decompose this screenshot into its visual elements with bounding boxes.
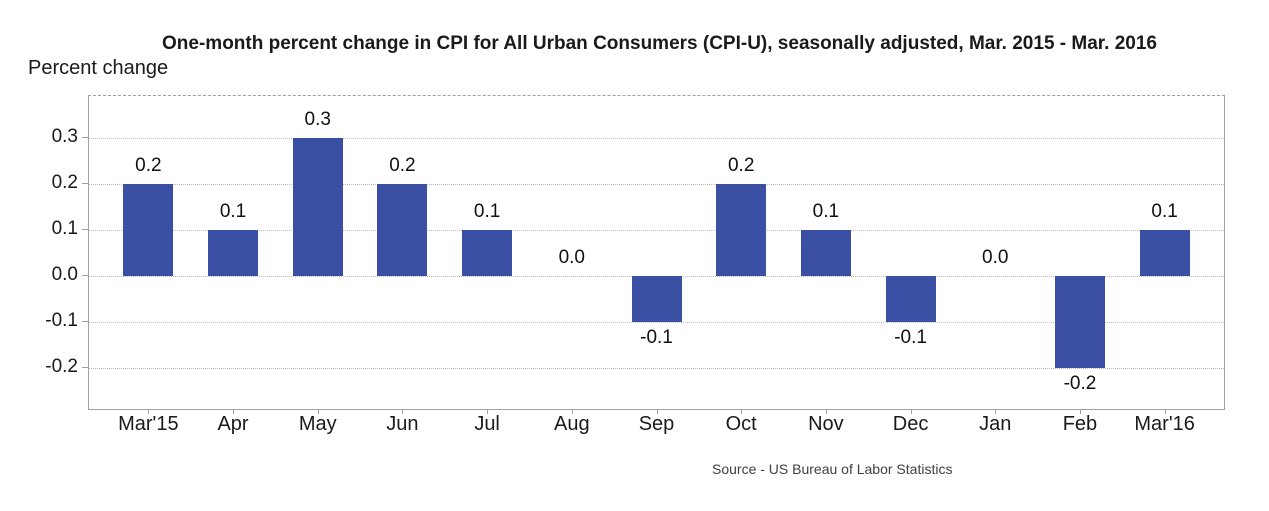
bar bbox=[208, 229, 259, 276]
x-tick-label: Apr bbox=[217, 413, 249, 435]
x-tick-mark bbox=[571, 410, 573, 414]
bar bbox=[1139, 229, 1190, 276]
bar-value-label: 0.3 bbox=[304, 108, 331, 130]
y-tick-mark bbox=[82, 228, 88, 230]
bar-value-label: 0.2 bbox=[135, 154, 162, 176]
y-tick-label: 0.0 bbox=[51, 263, 78, 285]
bar bbox=[1054, 275, 1105, 369]
x-tick-label: Dec bbox=[892, 413, 929, 435]
bar bbox=[716, 183, 767, 276]
y-tick-label: 0.3 bbox=[51, 125, 78, 147]
bar-value-label: 0.2 bbox=[389, 154, 416, 176]
x-tick-mark bbox=[317, 410, 319, 414]
chart-title: One-month percent change in CPI for All … bbox=[162, 33, 1157, 54]
x-tick-mark bbox=[1079, 410, 1081, 414]
x-tick-mark bbox=[148, 410, 150, 414]
x-tick-mark bbox=[402, 410, 404, 414]
bar bbox=[800, 229, 851, 276]
x-tick-mark bbox=[656, 410, 658, 414]
x-tick-mark bbox=[825, 410, 827, 414]
gridline bbox=[89, 183, 1224, 185]
x-tick-label: Mar'15 bbox=[118, 413, 179, 435]
bar-value-label: -0.2 bbox=[1063, 373, 1097, 395]
x-tick-label: Jan bbox=[979, 413, 1012, 435]
gridline bbox=[89, 368, 1224, 370]
x-tick-label: Mar'16 bbox=[1134, 413, 1195, 435]
y-tick-mark bbox=[82, 274, 88, 276]
x-tick-label: Feb bbox=[1062, 413, 1098, 435]
bar bbox=[292, 137, 343, 276]
y-tick-label: -0.1 bbox=[45, 310, 78, 331]
bar-value-label: 0.1 bbox=[219, 200, 247, 222]
y-axis-caption: Percent change bbox=[28, 57, 169, 79]
bar bbox=[631, 275, 682, 322]
x-tick-label: Jul bbox=[474, 413, 500, 435]
x-tick-mark bbox=[487, 410, 489, 414]
plot-area bbox=[88, 95, 1225, 410]
bar-value-label: 0.0 bbox=[982, 246, 1009, 268]
x-tick-label: Sep bbox=[638, 413, 675, 435]
bar-value-label: -0.1 bbox=[640, 327, 673, 348]
bar bbox=[462, 229, 513, 276]
bar-value-label: 0.1 bbox=[473, 200, 501, 222]
gridline bbox=[89, 322, 1224, 323]
x-tick-mark bbox=[741, 410, 743, 414]
x-tick-mark bbox=[910, 410, 912, 414]
bar-value-label: 0.2 bbox=[727, 154, 755, 176]
gridline bbox=[89, 229, 1224, 231]
bar bbox=[377, 183, 428, 276]
y-tick-mark bbox=[82, 367, 88, 369]
y-tick-label: 0.1 bbox=[51, 217, 78, 239]
bar bbox=[885, 275, 936, 322]
x-tick-label: Oct bbox=[725, 413, 757, 435]
y-tick-mark bbox=[82, 321, 88, 322]
x-tick-label: Nov bbox=[808, 413, 844, 435]
x-tick-label: Jun bbox=[386, 413, 419, 435]
y-tick-mark bbox=[82, 136, 88, 138]
y-tick-label: -0.2 bbox=[45, 356, 78, 378]
bar-value-label: 0.1 bbox=[1151, 200, 1178, 222]
bar-value-label: 0.1 bbox=[812, 200, 840, 222]
y-tick-mark bbox=[82, 182, 88, 184]
x-tick-label: Aug bbox=[554, 413, 590, 435]
bar bbox=[123, 183, 174, 276]
bar-value-label: -0.1 bbox=[894, 327, 927, 348]
x-tick-mark bbox=[995, 410, 997, 414]
y-tick-label: 0.2 bbox=[51, 171, 78, 193]
gridline bbox=[89, 137, 1224, 139]
x-tick-mark bbox=[1164, 410, 1166, 414]
source-note: Source - US Bureau of Labor Statistics bbox=[712, 461, 953, 477]
x-tick-label: May bbox=[298, 413, 337, 435]
x-tick-mark bbox=[233, 410, 235, 414]
bar-value-label: 0.0 bbox=[558, 246, 585, 268]
